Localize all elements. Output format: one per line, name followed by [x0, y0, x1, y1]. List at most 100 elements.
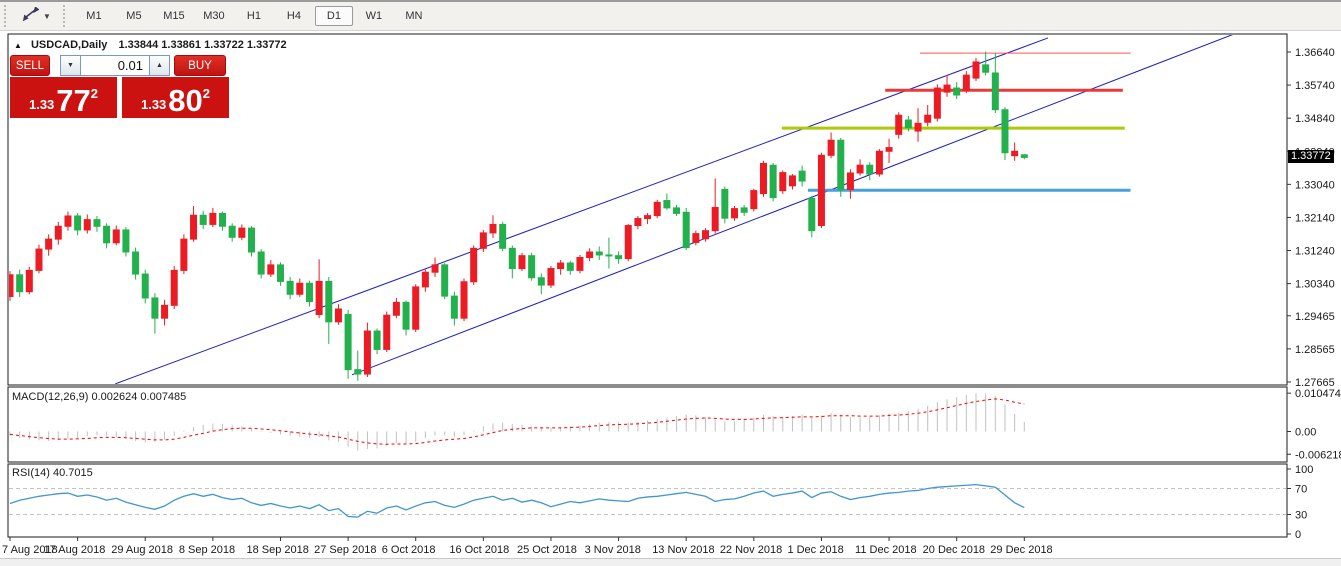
candle-body — [402, 301, 410, 330]
candle-body — [9, 274, 14, 297]
diagonal-arrows-tool-button[interactable]: ▼ — [17, 4, 57, 29]
candle-body — [45, 238, 53, 250]
axis-tick-label: -0.006218 — [1295, 449, 1341, 461]
main-plot — [9, 35, 1233, 384]
axis-tick-label: 1.30340 — [1295, 279, 1335, 291]
candle-body — [846, 172, 854, 190]
axis-tick-label: 30 — [1295, 510, 1307, 522]
current-price-tag: 1.33772 — [1288, 150, 1334, 164]
buy-price-big: 80 — [168, 82, 203, 118]
candle-body — [151, 297, 159, 319]
candle-body — [25, 269, 33, 293]
ohlc-values: 1.33844 1.33861 1.33722 1.33772 — [118, 39, 287, 51]
candle-body — [798, 170, 806, 182]
date-tick-label: 27 Sep 2018 — [314, 544, 376, 556]
timeframe-button-m15[interactable]: M15 — [163, 10, 185, 22]
candle-body — [605, 254, 613, 257]
volume-input[interactable]: 0.01 — [81, 55, 149, 76]
candle-body — [257, 251, 265, 275]
toolbar-grip[interactable] — [4, 5, 11, 27]
date-tick-label: 16 Oct 2018 — [449, 544, 509, 556]
candle-body — [1011, 150, 1019, 157]
candle-body — [895, 114, 903, 135]
candle-body — [904, 119, 912, 129]
buy-price-display[interactable]: 1.33 80 2 — [122, 77, 229, 118]
candle-body — [161, 304, 169, 319]
candle-body — [489, 223, 497, 234]
candle-body — [334, 308, 342, 323]
axis-tick-label: 1.27665 — [1295, 377, 1335, 389]
candle-body — [412, 286, 420, 330]
collapse-panel-icon[interactable]: ▲ — [14, 41, 22, 50]
candle-body — [479, 232, 487, 249]
sell-price-prefix: 1.33 — [28, 97, 55, 112]
candle-body — [373, 330, 381, 350]
axis-tick-label: 100 — [1295, 464, 1313, 476]
axis-tick-label: 1.29465 — [1295, 311, 1335, 323]
toolbar-grip[interactable] — [62, 5, 70, 27]
candle-body — [74, 215, 82, 231]
candle-body — [132, 251, 140, 275]
timeframe-button-w1[interactable]: W1 — [365, 10, 383, 22]
axis-tick-label: 1.33040 — [1295, 179, 1335, 191]
candle-body — [953, 87, 961, 96]
candle-body — [750, 190, 758, 210]
sell-price-display[interactable]: 1.33 77 2 — [10, 77, 117, 118]
candle-body — [344, 313, 352, 371]
timeframe-button-d1[interactable]: D1 — [314, 6, 353, 26]
candle-body — [1020, 154, 1028, 158]
date-tick-label: 8 Sep 2018 — [179, 544, 235, 556]
candle-body — [740, 207, 748, 213]
candle-body — [1001, 109, 1009, 154]
volume-decrease-button[interactable]: ▼ — [60, 55, 81, 76]
candle-body — [924, 114, 932, 123]
date-tick-label: 25 Oct 2018 — [517, 544, 577, 556]
candle-body — [431, 264, 439, 273]
date-tick-label: 1 Dec 2018 — [787, 544, 843, 556]
date-tick-label: 29 Dec 2018 — [990, 544, 1052, 556]
candle-body — [537, 277, 545, 286]
candle-body — [315, 280, 323, 315]
timeframe-button-m30[interactable]: M30 — [203, 10, 225, 22]
candle-body — [547, 268, 555, 286]
candle-body — [808, 197, 816, 232]
sell-button[interactable]: SELL — [10, 55, 50, 76]
timeframe-button-h1[interactable]: H1 — [246, 10, 261, 22]
candle-body — [54, 225, 62, 240]
axis-tick-label: 0.00 — [1295, 427, 1316, 439]
timeframe-button-m1[interactable]: M1 — [86, 10, 102, 22]
date-tick-label: 11 Dec 2018 — [855, 544, 917, 556]
candle-body — [933, 87, 941, 119]
candle-body — [305, 282, 313, 303]
date-tick-label: 6 Oct 2018 — [382, 544, 436, 556]
trendline-channel-upper[interactable] — [115, 37, 1049, 384]
candle-body — [866, 164, 874, 175]
timeframe-button-m5[interactable]: M5 — [126, 10, 142, 22]
candle-body — [276, 264, 284, 282]
candle-body — [731, 208, 738, 219]
timeframe-button-h4[interactable]: H4 — [286, 10, 301, 22]
volume-increase-button[interactable]: ▲ — [149, 55, 170, 76]
candle-body — [518, 255, 526, 270]
candle-body — [692, 233, 700, 243]
axis-tick-label: 0 — [1295, 529, 1301, 541]
candle-body — [644, 215, 652, 220]
candle-body — [499, 223, 507, 249]
buy-button[interactable]: BUY — [174, 55, 226, 76]
axis-tick-label: 1.32140 — [1295, 212, 1335, 224]
date-tick-label: 22 Nov 2018 — [720, 544, 782, 556]
candle-body — [991, 72, 999, 111]
candle-body — [875, 150, 883, 175]
candle-body — [653, 201, 661, 217]
timeframe-button-mn[interactable]: MN — [405, 10, 423, 22]
sell-price-sup: 2 — [90, 86, 99, 101]
buy-price-sup: 2 — [202, 86, 211, 101]
dropdown-caret-icon: ▼ — [43, 11, 51, 21]
candle-body — [83, 219, 91, 231]
candle-body — [180, 238, 188, 271]
macd-signal-line — [9, 398, 1025, 445]
candle-body — [856, 164, 864, 174]
date-tick-label: 7 Aug 2018 — [2, 544, 58, 556]
candle-body — [702, 230, 710, 240]
